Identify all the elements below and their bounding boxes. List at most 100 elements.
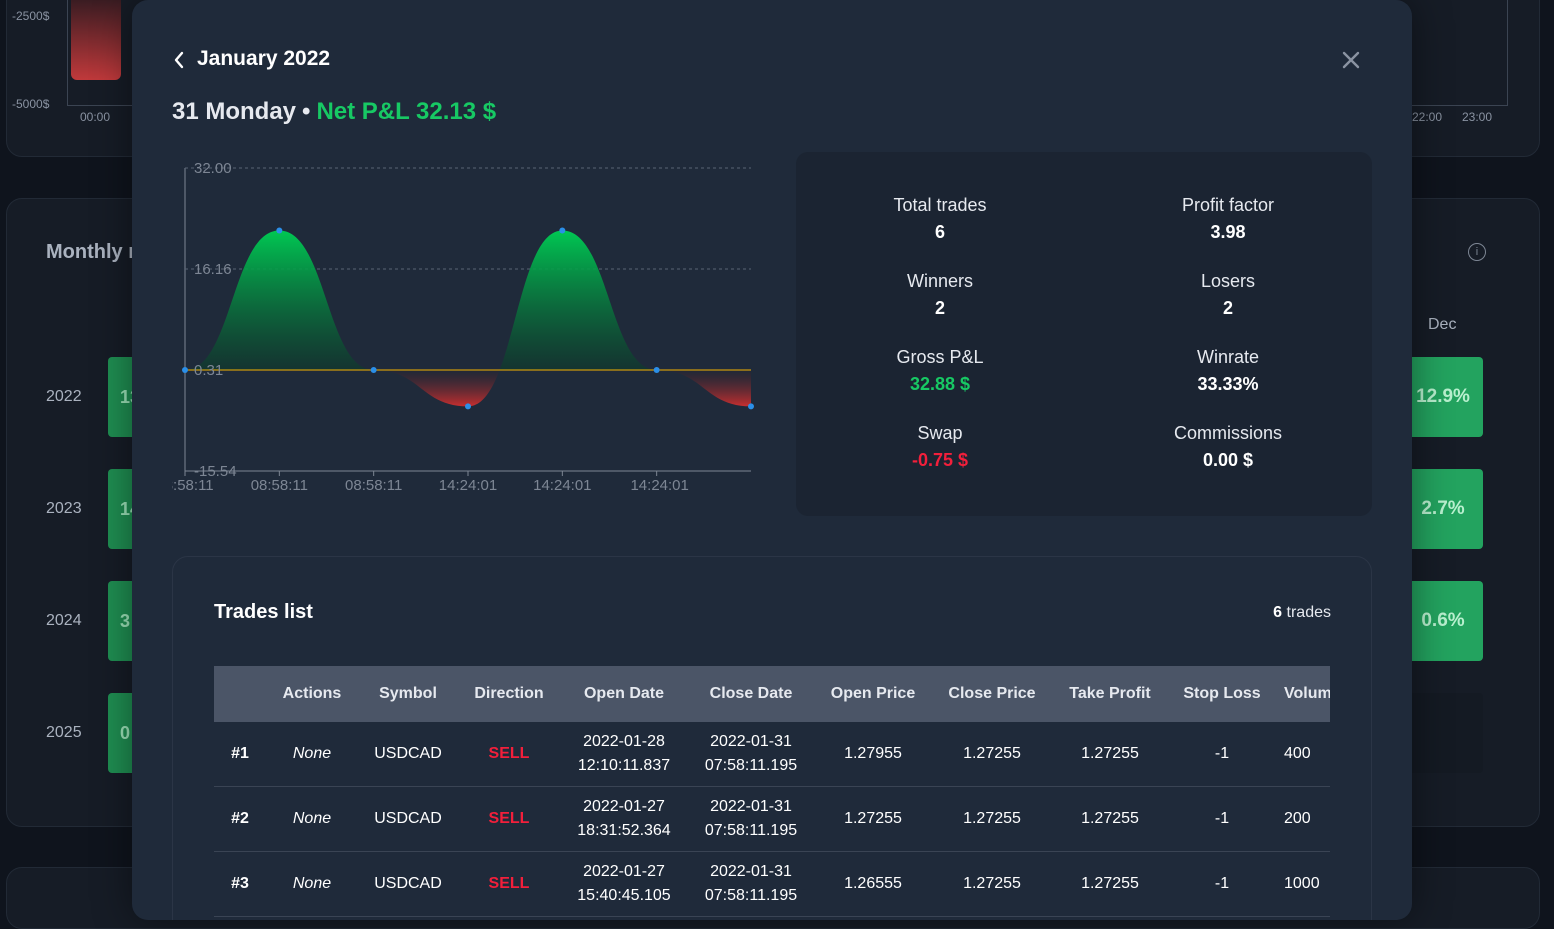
- stat-profit-factor: Profit factor 3.98: [1084, 195, 1372, 243]
- trade-volume: 200: [1276, 786, 1330, 852]
- col-header-direction[interactable]: Direction: [458, 666, 560, 722]
- trade-action[interactable]: None: [266, 722, 358, 787]
- stat-label: Winrate: [1196, 347, 1259, 367]
- stat-label: Swap: [917, 423, 963, 443]
- info-icon[interactable]: i: [1468, 243, 1486, 261]
- month-cell-dec[interactable]: [1403, 693, 1483, 773]
- hourly-axis-right: [1507, 0, 1508, 105]
- hourly-y-label: -2500$: [12, 9, 50, 23]
- col-header-stop-loss[interactable]: Stop Loss: [1168, 666, 1276, 722]
- data-point: [465, 403, 471, 410]
- trade-symbol: USDCAD: [358, 722, 458, 787]
- trade-close-date: 2022-01-31 07:58:11.195: [688, 722, 814, 787]
- x-tick-label: 14:24:01: [439, 477, 497, 494]
- stat-value: 3.98: [1210, 222, 1246, 242]
- stat-total-trades: Total trades 6: [796, 195, 1084, 243]
- open-date-time: 12:10:11.837: [577, 757, 671, 774]
- trade-direction: SELL: [458, 722, 560, 787]
- data-point: [748, 403, 754, 410]
- trade-index: #3: [214, 851, 266, 917]
- col-header-symbol[interactable]: Symbol: [358, 666, 458, 722]
- table-row[interactable]: #3 None USDCAD SELL 2022-01-27 15:40:45.1…: [214, 851, 1330, 917]
- year-label: 2023: [46, 500, 82, 517]
- trades-table: Actions Symbol Direction Open Date Close…: [214, 666, 1330, 917]
- stat-label: Losers: [1200, 271, 1256, 291]
- trade-close-price: 1.27255: [932, 851, 1052, 917]
- close-date-day: 2022-01-31: [710, 863, 792, 880]
- year-label: 2024: [46, 612, 82, 629]
- trade-close-date: 2022-01-31 07:58:11.195: [688, 786, 814, 852]
- col-header-open-date[interactable]: Open Date: [560, 666, 688, 722]
- close-date-time: 07:58:11.195: [704, 822, 798, 839]
- data-point: [182, 366, 188, 373]
- trade-take-profit: 1.27255: [1052, 786, 1168, 852]
- x-tick-label: 14:24:01: [630, 477, 688, 494]
- data-point: [370, 366, 377, 373]
- trade-close-price: 1.27255: [932, 722, 1052, 787]
- open-date-day: 2022-01-27: [583, 798, 665, 815]
- col-header-close-date[interactable]: Close Date: [688, 666, 814, 722]
- col-header-actions[interactable]: Actions: [266, 666, 358, 722]
- trade-symbol: USDCAD: [358, 786, 458, 852]
- stat-value: 0.00 $: [1202, 450, 1254, 470]
- month-cell-dec[interactable]: 2.7%: [1403, 469, 1483, 549]
- chevron-left-icon[interactable]: [170, 47, 188, 73]
- close-date-day: 2022-01-31: [710, 798, 792, 815]
- close-icon[interactable]: [1338, 47, 1364, 73]
- trade-volume: 400: [1276, 722, 1330, 787]
- hourly-axis-left: [67, 0, 68, 105]
- trade-action[interactable]: None: [266, 851, 358, 917]
- trade-open-date: 2022-01-28 12:10:11.837: [560, 722, 688, 787]
- trade-action[interactable]: None: [266, 786, 358, 852]
- hourly-y-label: -5000$: [12, 97, 50, 111]
- month-title: January 2022: [197, 47, 331, 70]
- trade-stop-loss: -1: [1168, 722, 1276, 787]
- table-header-row: Actions Symbol Direction Open Date Close…: [214, 666, 1330, 722]
- col-header-open-price[interactable]: Open Price: [814, 666, 932, 722]
- stat-value: 6: [934, 222, 945, 242]
- stat-value: 2: [1222, 298, 1233, 318]
- col-header-volume[interactable]: Volume: [1276, 666, 1330, 722]
- trade-index: #1: [214, 722, 266, 787]
- trade-close-date: 2022-01-31 07:58:11.195: [688, 851, 814, 917]
- col-header-close-price[interactable]: Close Price: [932, 666, 1052, 722]
- trade-open-date: 2022-01-27 18:31:52.364: [560, 786, 688, 852]
- trade-index: #2: [214, 786, 266, 852]
- close-date-time: 07:58:11.195: [704, 757, 798, 774]
- open-date-day: 2022-01-27: [583, 863, 665, 880]
- month-cell-dec[interactable]: 0.6%: [1403, 581, 1483, 661]
- trade-take-profit: 1.27255: [1052, 851, 1168, 917]
- trades-list-card: Trades list 6 trades Actions Symbol Dire…: [172, 556, 1372, 920]
- trade-take-profit: 1.27255: [1052, 722, 1168, 787]
- month-header-dec: Dec: [1428, 316, 1457, 333]
- trade-volume: 1000: [1276, 851, 1330, 917]
- trade-open-date: 2022-01-27 15:40:45.105: [560, 851, 688, 917]
- trade-direction: SELL: [458, 851, 560, 917]
- stat-label: Profit factor: [1181, 195, 1275, 215]
- stat-losers: Losers 2: [1084, 271, 1372, 319]
- x-tick-label: 08:58:11: [172, 477, 214, 494]
- stat-label: Commissions: [1173, 423, 1283, 443]
- trades-count-suffix: trades: [1286, 604, 1331, 621]
- trade-symbol: USDCAD: [358, 851, 458, 917]
- day-summary: 31 Monday • Net P&L 32.13 $: [172, 98, 496, 126]
- data-point: [276, 227, 283, 234]
- col-header-index: [214, 666, 266, 722]
- table-row[interactable]: #1 None USDCAD SELL 2022-01-28 12:10:11.8…: [214, 722, 1330, 787]
- open-date-time: 15:40:45.105: [577, 887, 671, 904]
- trades-count-number: 6: [1273, 604, 1283, 621]
- close-date-time: 07:58:11.195: [704, 887, 798, 904]
- open-date-day: 2022-01-28: [583, 733, 665, 750]
- trades-table-scroll[interactable]: Actions Symbol Direction Open Date Close…: [214, 666, 1330, 920]
- stat-label: Gross P&L: [896, 347, 984, 367]
- y-tick-label: -15.54: [194, 463, 237, 480]
- col-header-take-profit[interactable]: Take Profit: [1052, 666, 1168, 722]
- month-cell-dec[interactable]: 12.9%: [1403, 357, 1483, 437]
- trade-close-price: 1.27255: [932, 786, 1052, 852]
- trades-list-title: Trades list: [214, 601, 313, 623]
- trade-open-price: 1.27255: [814, 786, 932, 852]
- stat-label: Winners: [906, 271, 973, 291]
- data-point: [653, 366, 660, 373]
- trade-direction: SELL: [458, 786, 560, 852]
- table-row[interactable]: #2 None USDCAD SELL 2022-01-27 18:31:52.3…: [214, 786, 1330, 852]
